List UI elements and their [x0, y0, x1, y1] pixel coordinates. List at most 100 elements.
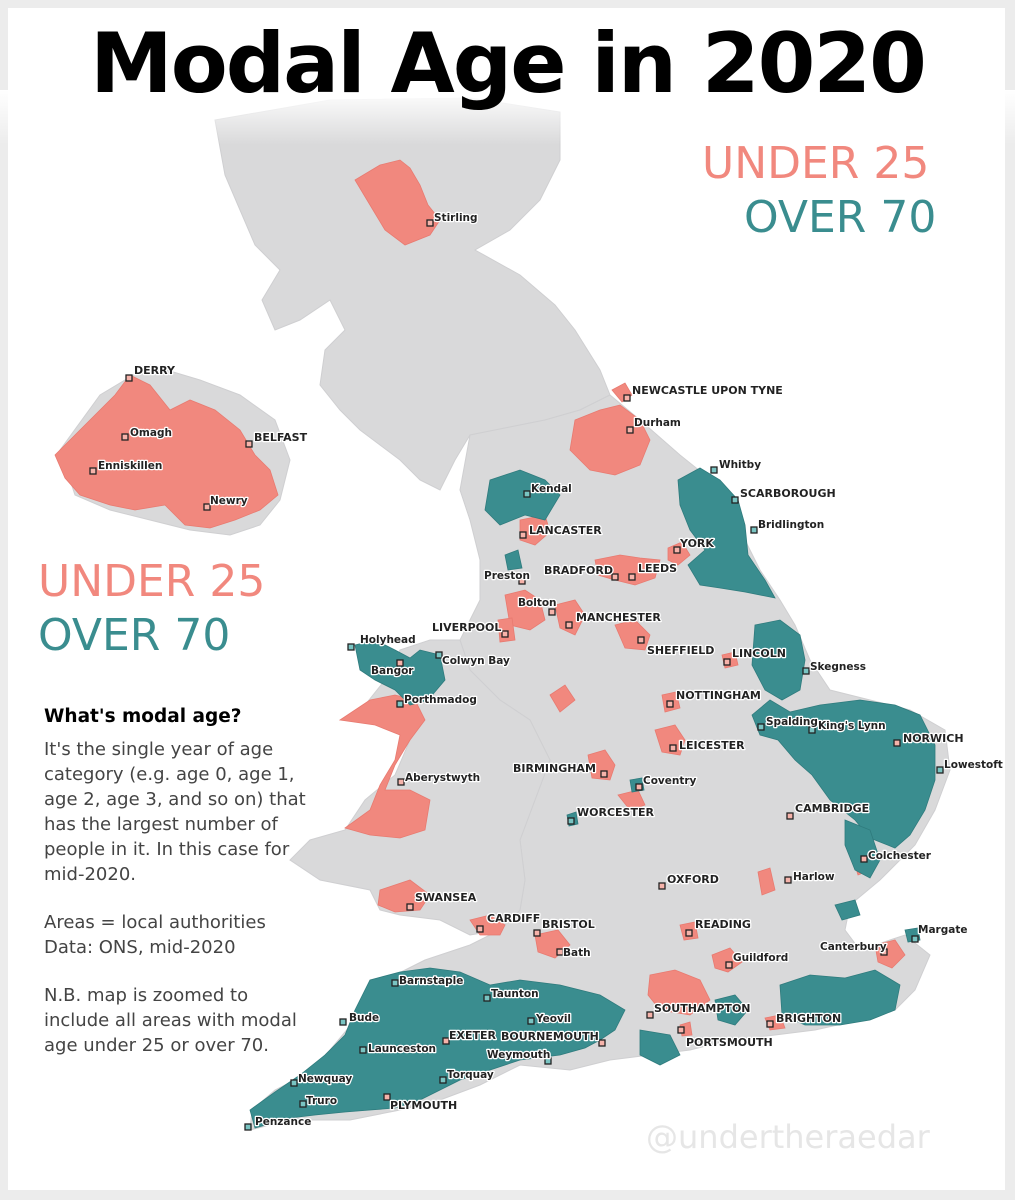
label-weymouth: Weymouth [487, 1049, 550, 1061]
label-plymouth: PLYMOUTH [390, 1099, 457, 1112]
label-bournemouth: BOURNEMOUTH [501, 1030, 599, 1043]
marker-margate [911, 935, 919, 943]
marker-portsmouth [677, 1026, 685, 1034]
label-omagh: Omagh [130, 427, 172, 439]
marker-spalding [757, 723, 765, 731]
label-lowestoft: Lowestoft [944, 759, 1003, 771]
marker-lowestoft [936, 766, 944, 774]
info-panel: What's modal age? It's the single year o… [44, 706, 306, 1058]
label-belfast: BELFAST [254, 431, 308, 444]
marker-torquay [439, 1076, 447, 1084]
area-stirling [354, 159, 441, 246]
label-kendal: Kendal [531, 483, 572, 495]
area-hampshire-patch [714, 994, 749, 1026]
label-norwich: NORWICH [903, 732, 964, 745]
marker-coventry [635, 783, 643, 791]
label-margate: Margate [918, 924, 967, 936]
marker-southampton [646, 1011, 654, 1019]
label-durham: Durham [634, 417, 681, 429]
marker-preston [518, 577, 526, 585]
page-title: Modal Age in 2020 [90, 15, 927, 112]
wales-landmass [289, 639, 551, 936]
marker-kendal [523, 490, 531, 498]
label-truro: Truro [306, 1095, 337, 1107]
area-durham [569, 404, 651, 476]
marker-bridlington [750, 526, 758, 534]
marker-whitby [710, 466, 718, 474]
info-heading: What's modal age? [44, 706, 242, 727]
marker-york [673, 546, 681, 554]
marker-holyhead [347, 643, 355, 651]
marker-norwich [893, 739, 901, 747]
legend-under-25: UNDER 25 [38, 556, 266, 607]
marker-newquay [290, 1079, 298, 1087]
label-spalding: Spalding [766, 716, 818, 728]
marker-yeovil [527, 1017, 535, 1025]
marker-birmingham [600, 770, 608, 778]
area-canterbury [874, 939, 906, 969]
area-birmingham [587, 749, 616, 781]
label-barnstaple: Barnstaple [399, 975, 463, 987]
label-newquay: Newquay [298, 1073, 352, 1085]
marker-bath [556, 948, 564, 956]
label-cardiff: CARDIFF [487, 912, 540, 925]
marker-scarborough [731, 496, 739, 504]
label-enniskillen: Enniskillen [98, 460, 162, 472]
label-bath: Bath [563, 947, 591, 959]
label-nottingham: NOTTINGHAM [676, 689, 761, 702]
marker-worcester [567, 817, 575, 825]
label-cambridge: CAMBRIDGE [795, 802, 869, 815]
label-canterbury: Canterbury [820, 941, 887, 953]
label-coventry: Coventry [643, 775, 697, 787]
area-leicester [654, 724, 686, 756]
area-harlow [757, 867, 776, 896]
marker-newry [203, 503, 211, 511]
label-torquay: Torquay [447, 1069, 494, 1081]
marker-swansea [406, 903, 414, 911]
label-colchester: Colchester [868, 850, 932, 862]
area-coventry [617, 789, 646, 811]
label-whitby: Whitby [719, 459, 761, 471]
label-exeter: EXETER [449, 1029, 497, 1042]
label-leicester: LEICESTER [679, 739, 745, 752]
label-stirling: Stirling [434, 212, 478, 224]
label-bolton: Bolton [518, 597, 557, 609]
marker-leicester [669, 744, 677, 752]
marker-lincoln [723, 658, 731, 666]
label-bangor: Bangor [371, 665, 414, 677]
marker-bude [339, 1018, 347, 1026]
label-lincoln: LINCOLN [732, 647, 786, 660]
place-labels: Stirling DERRY Omagh BELFAST Enniskillen Newr… [97, 211, 1004, 1130]
area-south-east [779, 969, 901, 1026]
area-scarborough-east-riding [677, 467, 776, 599]
label-taunton: Taunton [491, 988, 539, 1000]
marker-omagh [121, 433, 129, 441]
marker-lancaster [519, 531, 527, 539]
label-scarborough: SCARBOROUGH [740, 487, 836, 500]
place-markers [89, 219, 944, 1131]
label-leeds: LEEDS [638, 562, 677, 575]
marker-king-s-lynn [808, 726, 816, 734]
marker-bradford [611, 573, 619, 581]
marker-skegness [802, 667, 810, 675]
marker-leeds [628, 573, 636, 581]
area-anglesey-conwy [354, 639, 446, 706]
marker-harlow [784, 876, 792, 884]
marker-reading [685, 929, 693, 937]
marker-colwyn-bay [435, 651, 443, 659]
marker-cardiff [476, 925, 484, 933]
marker-truro [299, 1100, 307, 1108]
marker-oxford [658, 882, 666, 890]
label-harlow: Harlow [793, 871, 835, 883]
label-guildford: Guildford [733, 952, 788, 964]
label-oxford: OXFORD [667, 873, 719, 886]
label-bridlington: Bridlington [758, 519, 824, 531]
legend-under-25-top: UNDER 25 [702, 138, 930, 189]
area-shropshire-patch [549, 684, 576, 713]
marker-belfast [245, 440, 253, 448]
label-newcastle-upon-tyne: NEWCASTLE UPON TYNE [632, 384, 783, 397]
marker-cambridge [786, 812, 794, 820]
marker-guildford [725, 961, 733, 969]
area-isle-of-wight-dorset [639, 1029, 681, 1066]
